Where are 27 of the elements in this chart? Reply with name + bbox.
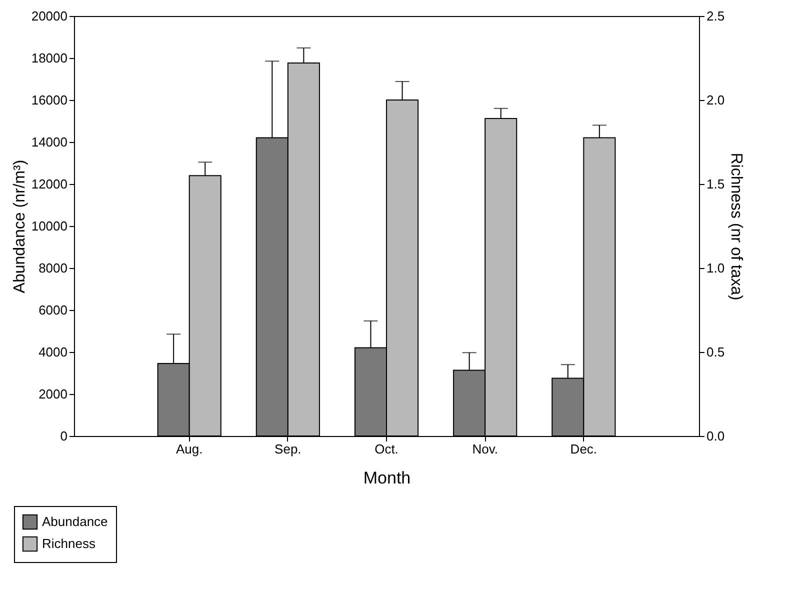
y-tick-label: 0 xyxy=(60,428,68,444)
y-tick-label: 16000 xyxy=(31,92,68,108)
y2-tick-label: 0.5 xyxy=(706,344,725,360)
x-tick-label: Aug. xyxy=(176,442,203,456)
y-tick-label: 20000 xyxy=(31,8,68,24)
legend-label: Richness xyxy=(42,536,96,551)
y-tick-label: 6000 xyxy=(38,302,68,318)
y-tick-label: 8000 xyxy=(38,260,68,276)
y-tick-label: 10000 xyxy=(31,218,68,234)
y-tick-label: 4000 xyxy=(38,344,68,360)
y2-axis-title: Richness (nr of taxa) xyxy=(728,152,745,300)
y-tick-label: 18000 xyxy=(31,50,68,66)
x-tick-label: Dec. xyxy=(570,442,598,456)
x-axis-title: Month xyxy=(363,468,411,488)
y-tick-label: 2000 xyxy=(38,386,68,402)
y-axis-title: Abundance (nr/m³) xyxy=(11,160,28,294)
y2-tick-label: 0.0 xyxy=(706,428,725,444)
y2-tick-label: 1.0 xyxy=(706,260,725,276)
y2-tick-label: 2.5 xyxy=(706,8,725,24)
y2-tick-label: 1.5 xyxy=(706,176,725,192)
y-tick-label: 14000 xyxy=(31,134,68,150)
x-tick-label: Nov. xyxy=(472,442,498,456)
y2-tick-label: 2.0 xyxy=(706,92,725,108)
x-tick-label: Oct. xyxy=(374,442,398,456)
x-tick-label: Sep. xyxy=(274,442,302,456)
legend-label: Abundance xyxy=(42,514,108,529)
y-tick-label: 12000 xyxy=(31,176,68,192)
